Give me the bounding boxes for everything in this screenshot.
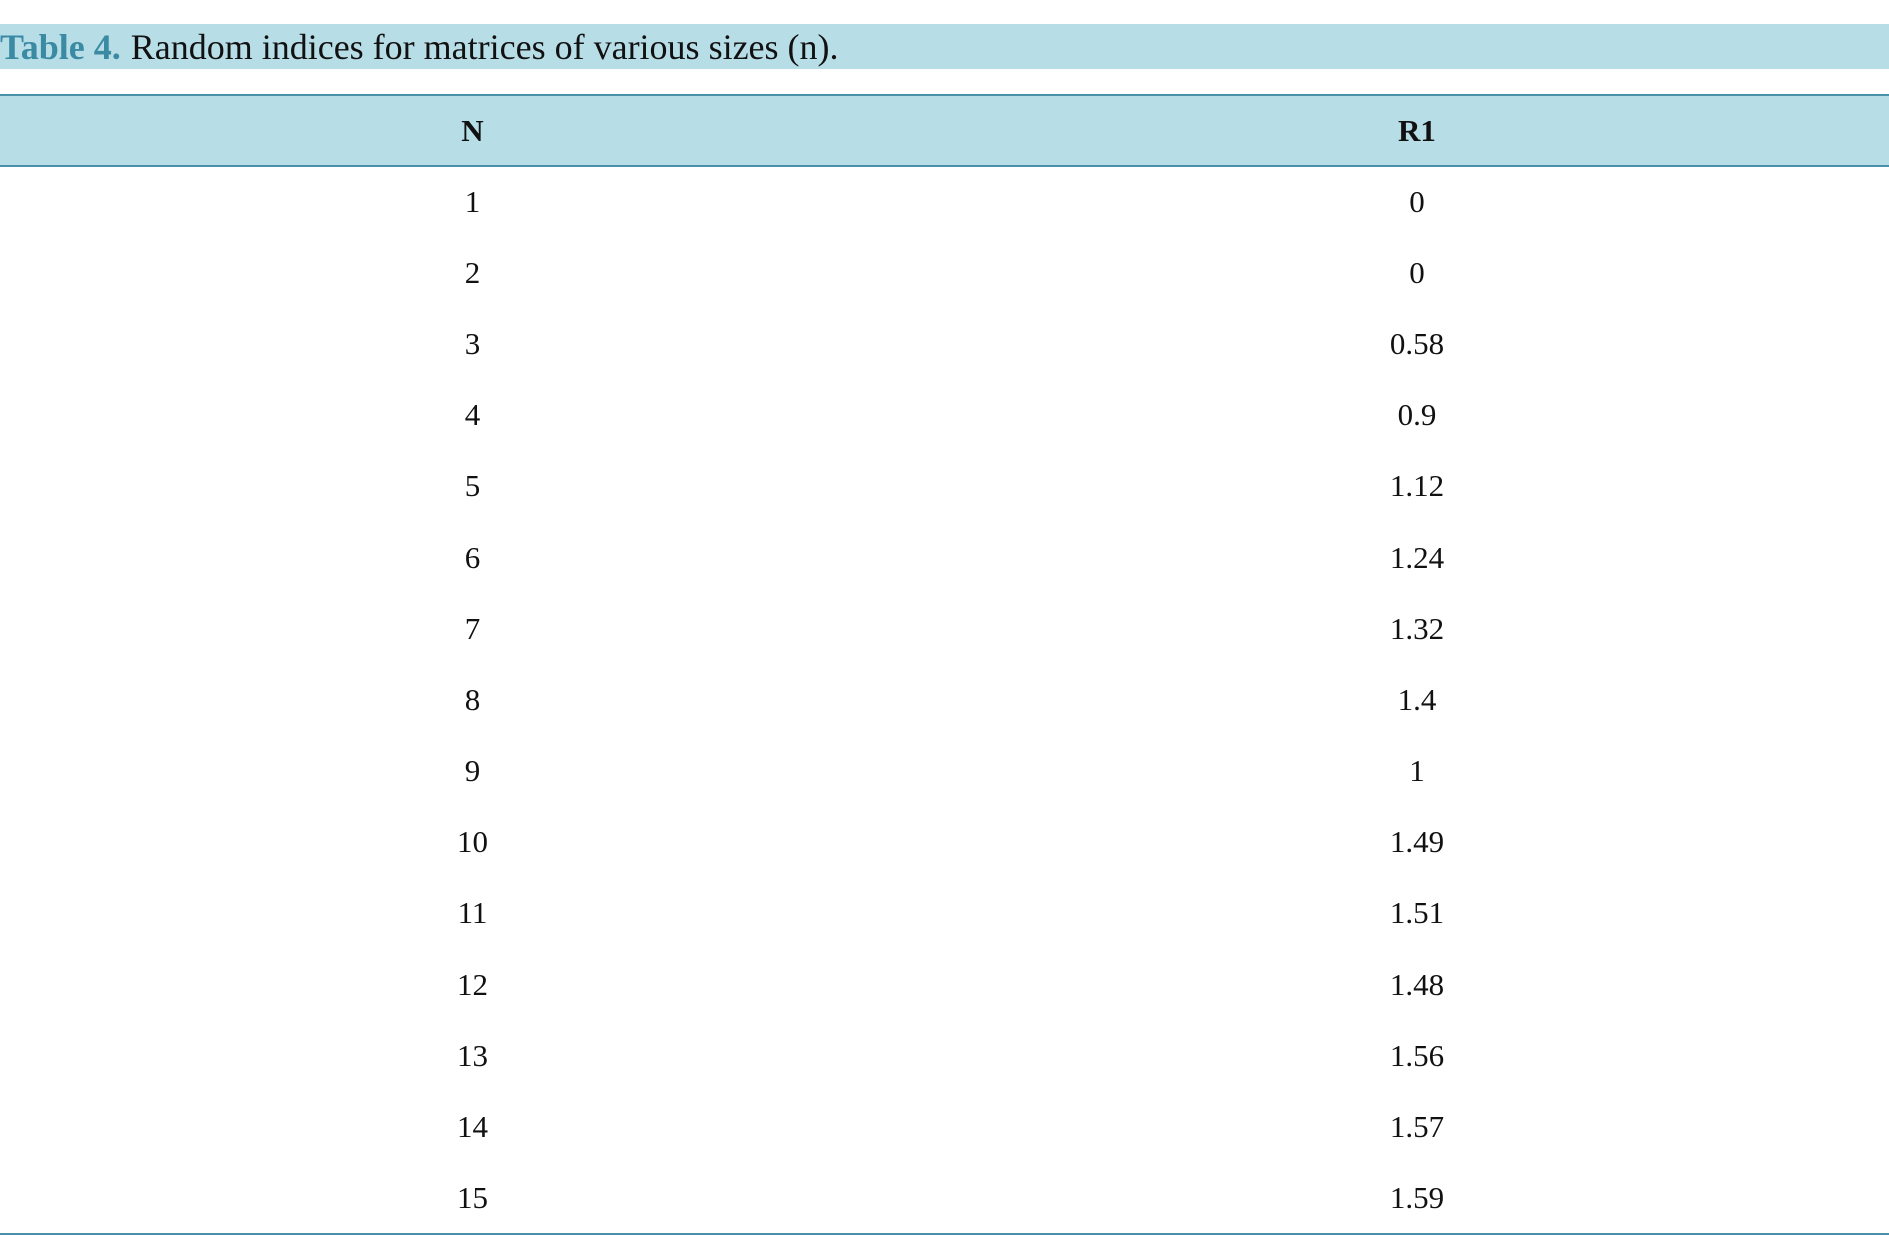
cell-r1: 0.58 (1389, 325, 1445, 361)
table-row: 14 1.57 (0, 1091, 1889, 1162)
table-row: 11 1.51 (0, 878, 1889, 949)
table-row: 3 0.58 (0, 308, 1889, 379)
cell-r1: 1 (1409, 753, 1425, 789)
cell-n: 8 (464, 681, 481, 717)
column-header-n: N (0, 94, 945, 167)
cell-r1: 1.59 (945, 1162, 1889, 1235)
table-row: 1 0 (0, 166, 1889, 237)
cell-r1: 1.56 (1389, 1037, 1445, 1073)
cell-n: 2 (464, 254, 481, 290)
cell-r1: 0 (1409, 254, 1425, 290)
table-row: 6 1.24 (0, 522, 1889, 593)
cell-n: 5 (464, 468, 481, 504)
table-caption-text: Random indices for matrices of various s… (130, 26, 839, 67)
cell-n: 11 (457, 895, 488, 931)
cell-n: 15 (0, 1162, 945, 1235)
table-row: 2 0 (0, 237, 1889, 308)
cell-r1: 1.32 (1389, 610, 1445, 646)
table-caption: Table 4. Random indices for matrices of … (0, 24, 1889, 69)
cell-r1: 1.4 (1397, 681, 1437, 717)
table-header-row: N R1 (0, 94, 1889, 167)
cell-n: 6 (464, 539, 481, 575)
cell-n: 4 (464, 397, 481, 433)
cell-r1: 1.57 (1389, 1109, 1445, 1145)
table-row: 12 1.48 (0, 949, 1889, 1020)
table-row: 5 1.12 (0, 451, 1889, 522)
table-row: 15 1.59 (0, 1162, 1889, 1235)
cell-r1: 1.48 (1389, 966, 1445, 1002)
table-row: 7 1.32 (0, 593, 1889, 664)
cell-r1: 0 (1409, 184, 1425, 220)
cell-r1: 0.9 (1397, 397, 1437, 433)
cell-r1: 1.49 (1389, 824, 1445, 860)
cell-n: 7 (464, 610, 481, 646)
cell-n: 1 (464, 184, 481, 220)
cell-r1: 1.24 (1389, 539, 1445, 575)
cell-r1: 1.12 (1389, 468, 1445, 504)
table-row: 9 1 (0, 736, 1889, 807)
cell-n: 12 (457, 966, 488, 1002)
cell-n: 9 (464, 753, 481, 789)
cell-n: 14 (457, 1109, 488, 1145)
cell-n: 10 (457, 824, 488, 860)
cell-n: 13 (457, 1037, 488, 1073)
table-row: 4 0.9 (0, 380, 1889, 451)
table-row: 13 1.56 (0, 1020, 1889, 1091)
cell-n: 3 (464, 325, 481, 361)
column-header-r1: R1 (945, 94, 1889, 167)
table-caption-label: Table 4. (0, 26, 121, 67)
random-indices-table: N R1 1 0 2 0 3 0.58 4 0.9 5 1.12 6 1.24 (0, 94, 1889, 1235)
cell-r1: 1.51 (1389, 895, 1445, 931)
table-row: 10 1.49 (0, 807, 1889, 878)
table-row: 8 1.4 (0, 664, 1889, 735)
